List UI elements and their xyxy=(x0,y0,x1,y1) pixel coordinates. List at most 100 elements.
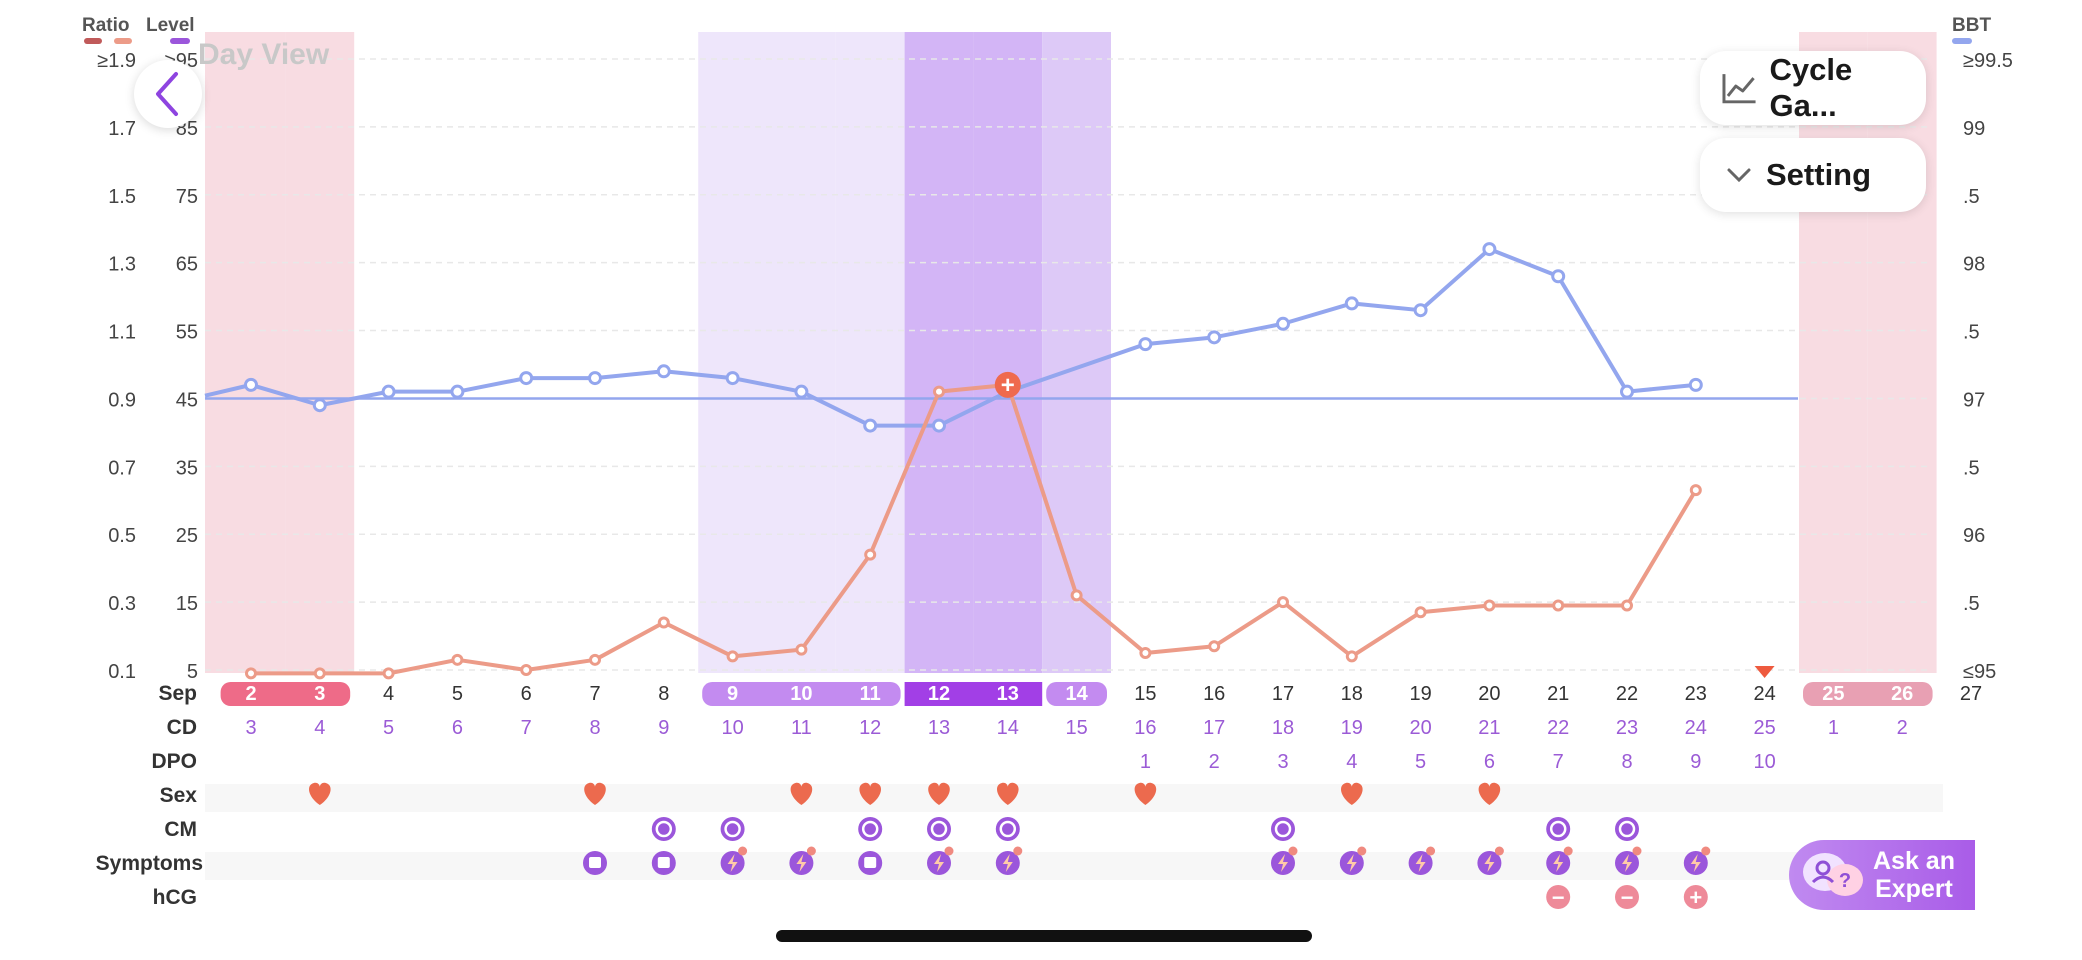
bbt-point[interactable] xyxy=(1688,377,1703,392)
ratio-point[interactable] xyxy=(1483,599,1496,612)
hcg-result-icon[interactable] xyxy=(1546,885,1571,909)
date-label: 5 xyxy=(452,683,463,705)
cycle-day-label: 16 xyxy=(1134,717,1156,739)
bbt-point[interactable] xyxy=(1344,296,1359,311)
svg-text:?: ? xyxy=(1839,870,1851,892)
ratio-point[interactable] xyxy=(1621,599,1633,612)
ratio-point[interactable] xyxy=(245,667,257,680)
heart-icon[interactable] xyxy=(584,782,606,805)
cervical-mucus-icon-inner xyxy=(1549,820,1567,838)
day-band-10 xyxy=(767,32,836,673)
symptom-bolt-glyph xyxy=(1484,854,1495,872)
symptom-bolt-glyph xyxy=(1415,854,1426,872)
cervical-mucus-icon[interactable] xyxy=(1615,817,1639,841)
ratio-point[interactable] xyxy=(1208,640,1221,653)
cycle-day-label: 19 xyxy=(1341,717,1363,739)
heart-icon[interactable] xyxy=(1478,782,1501,805)
setting-button[interactable]: Setting xyxy=(1700,138,1926,212)
level-tick: 65 xyxy=(176,254,198,276)
bbt-point[interactable] xyxy=(656,364,671,379)
bbt-point[interactable] xyxy=(1138,337,1153,352)
bbt-point[interactable] xyxy=(244,377,258,392)
bbt-point[interactable] xyxy=(1482,242,1497,257)
date-pill-fert xyxy=(1046,682,1107,706)
bbt-point[interactable] xyxy=(1207,330,1222,345)
bbt-tick: ≤95 xyxy=(1963,661,1996,683)
cycle-day-label: 3 xyxy=(245,717,256,739)
ratio-point[interactable] xyxy=(1277,596,1289,609)
home-indicator[interactable] xyxy=(776,930,1312,942)
row-label-date: Sep xyxy=(158,682,197,705)
heart-icon[interactable] xyxy=(309,782,331,805)
day-band-13 xyxy=(973,32,1043,673)
heart-icon[interactable] xyxy=(997,782,1019,805)
ratio-point[interactable] xyxy=(1139,647,1152,660)
back-button[interactable] xyxy=(134,60,202,128)
ratio-point[interactable] xyxy=(795,643,808,656)
bbt-point[interactable] xyxy=(932,418,946,433)
bbt-point[interactable] xyxy=(1551,269,1566,284)
heart-icon[interactable] xyxy=(928,782,950,805)
bbt-point[interactable] xyxy=(725,371,740,386)
ratio-point[interactable] xyxy=(657,616,670,629)
ratio-point[interactable] xyxy=(1070,589,1083,602)
cervical-mucus-icon[interactable] xyxy=(995,817,1020,841)
date-label: 9 xyxy=(727,683,738,705)
peak-marker[interactable] xyxy=(994,371,1021,398)
bbt-point[interactable] xyxy=(794,384,809,399)
ratio-point[interactable] xyxy=(520,664,533,676)
ratio-point[interactable] xyxy=(1689,484,1702,497)
date-pill-next xyxy=(1803,682,1933,706)
bbt-point[interactable] xyxy=(863,418,878,433)
heart-icon[interactable] xyxy=(1134,782,1157,805)
cycle-day-label: 20 xyxy=(1409,717,1431,739)
bbt-point[interactable] xyxy=(588,371,602,386)
cycle-day-label: 12 xyxy=(859,717,881,739)
ratio-point[interactable] xyxy=(1414,606,1427,619)
bbt-point[interactable] xyxy=(450,384,465,399)
cervical-mucus-icon[interactable] xyxy=(858,817,883,841)
ratio-tick: 0.1 xyxy=(108,661,136,683)
bbt-point[interactable] xyxy=(1413,303,1428,318)
ratio-legend-swatch xyxy=(84,38,102,44)
ratio-point[interactable] xyxy=(313,667,326,680)
symptom-pad-glyph xyxy=(864,857,877,868)
ratio-point[interactable] xyxy=(451,653,464,666)
date-label: 13 xyxy=(997,683,1019,705)
bbt-tick: .5 xyxy=(1963,322,1980,344)
hcg-result-icon[interactable] xyxy=(1615,885,1639,909)
hcg-result-icon[interactable] xyxy=(1683,885,1708,909)
ratio-point[interactable] xyxy=(1552,599,1565,612)
ratio-tick: 0.9 xyxy=(108,389,136,411)
ratio-tick: ≥1.9 xyxy=(97,50,136,72)
day-band-12 xyxy=(904,32,974,673)
heart-icon[interactable] xyxy=(1341,782,1363,805)
bbt-point[interactable] xyxy=(519,371,534,386)
bbt-point[interactable] xyxy=(1276,316,1290,331)
ratio-point[interactable] xyxy=(589,653,601,666)
cervical-mucus-icon[interactable] xyxy=(720,817,745,841)
cycle-chart-button[interactable]: Cycle Ga... xyxy=(1700,51,1926,125)
ratio-point[interactable] xyxy=(382,667,395,680)
symptom-bolt-glyph xyxy=(1346,854,1357,872)
cervical-mucus-icon[interactable] xyxy=(1546,817,1571,841)
ratio-point[interactable] xyxy=(1345,650,1358,663)
ask-expert-button[interactable]: ? Ask an Expert xyxy=(1789,840,1975,910)
ratio-point[interactable] xyxy=(726,650,739,663)
ratio-axis-label: Ratio xyxy=(82,15,130,36)
cervical-mucus-icon-inner xyxy=(861,820,879,838)
date-label: 17 xyxy=(1272,683,1294,705)
bbt-point[interactable] xyxy=(312,398,327,413)
bbt-point[interactable] xyxy=(1620,384,1634,399)
bbt-point[interactable] xyxy=(381,384,396,399)
ratio-point[interactable] xyxy=(864,548,877,561)
cervical-mucus-icon[interactable] xyxy=(927,817,951,841)
date-pill-peak xyxy=(904,682,1043,706)
ratio-tick: 0.7 xyxy=(108,457,136,479)
cervical-mucus-icon[interactable] xyxy=(1271,817,1295,841)
ratio-point[interactable] xyxy=(933,385,945,398)
heart-icon[interactable] xyxy=(790,782,813,805)
cervical-mucus-icon[interactable] xyxy=(651,817,676,841)
heart-icon[interactable] xyxy=(859,782,881,805)
